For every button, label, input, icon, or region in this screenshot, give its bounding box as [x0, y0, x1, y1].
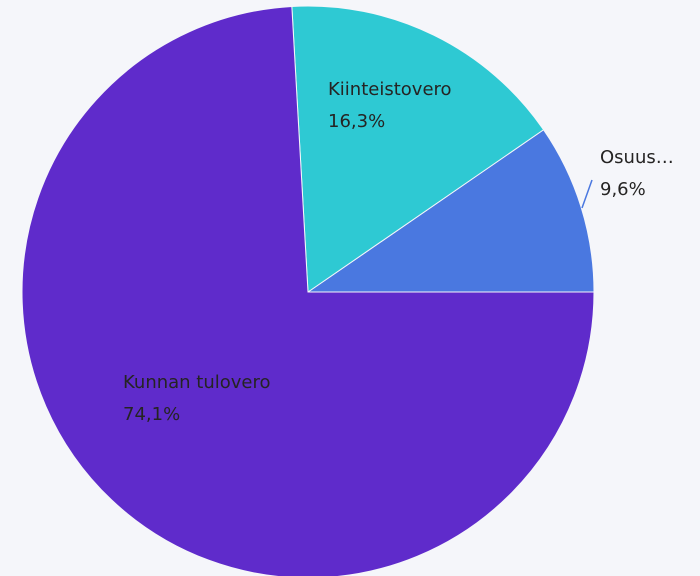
- pie-slice: [21, 5, 595, 576]
- slice-label: Osuus…: [600, 147, 674, 168]
- slice-value-label: 9,6%: [600, 179, 646, 200]
- pie-slice: [306, 129, 595, 293]
- leader-line: [581, 179, 593, 209]
- slice-value-label: 74,1%: [123, 404, 180, 425]
- pie-slice: [291, 5, 545, 293]
- slice-label: Kiinteistovero: [328, 79, 452, 100]
- slice-value-label: 16,3%: [328, 111, 385, 132]
- slice-label: Kunnan tulovero: [123, 372, 271, 393]
